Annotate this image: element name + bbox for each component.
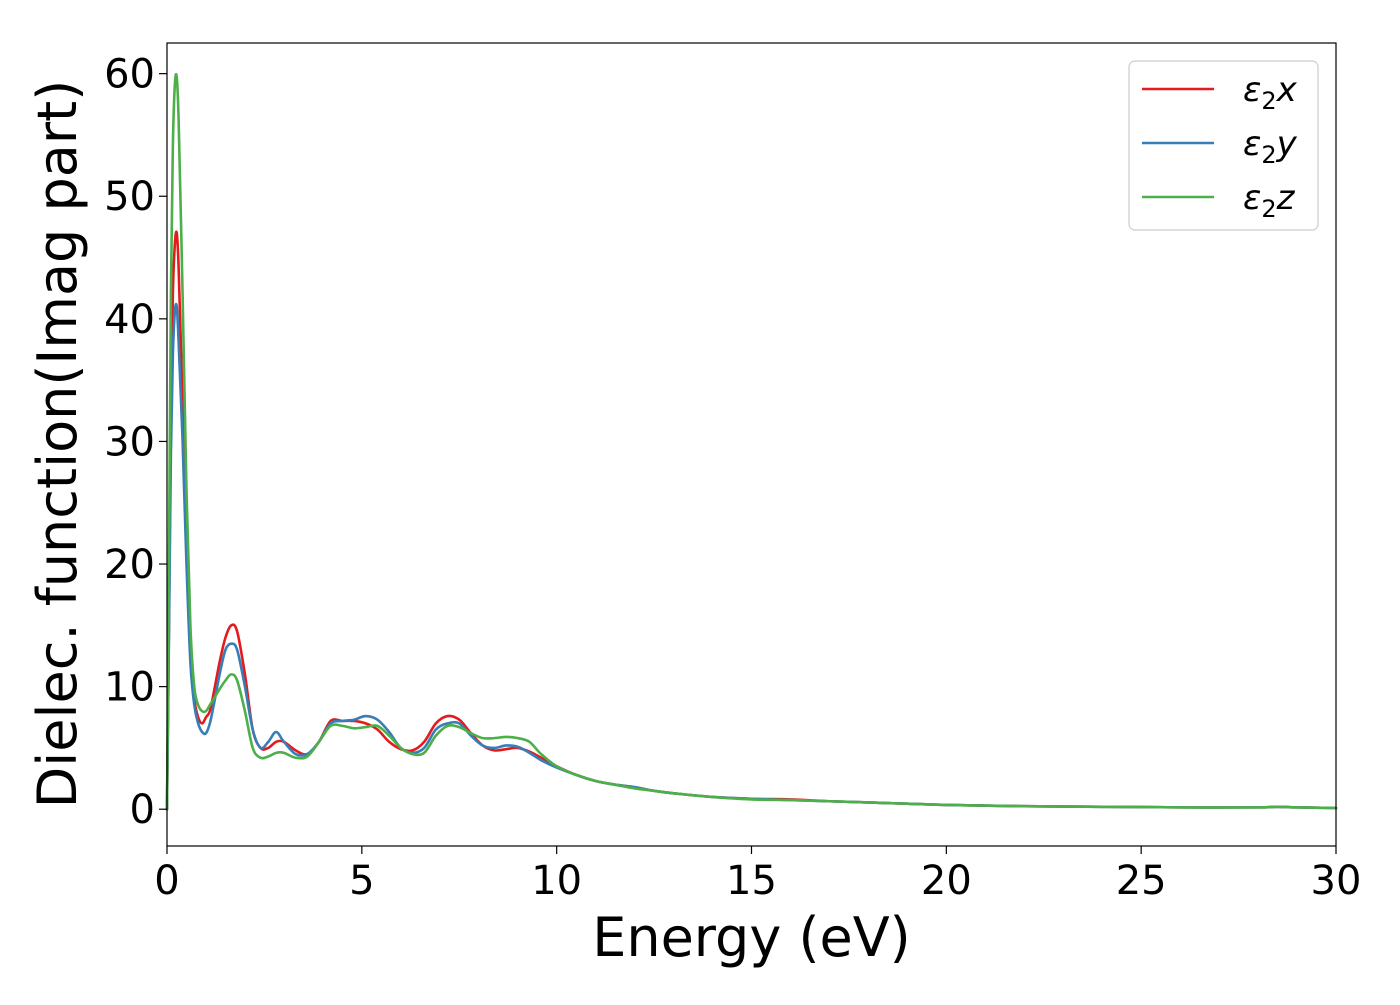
legend-label-z: ε2z [1243,178,1296,223]
y-tick-label: 50 [104,174,155,220]
x-tick-label: 15 [726,858,777,904]
x-tick-label: 10 [531,858,582,904]
series-line-z [165,72,1338,811]
series-layer [165,72,1338,811]
y-tick-label: 20 [104,542,155,588]
x-tick-label: 20 [921,858,972,904]
x-tick-label: 25 [1116,858,1167,904]
legend-label-x: ε2x [1243,70,1298,115]
y-tick-label: 0 [130,787,155,833]
x-axis-ticks: 0 5 10 15 20 25 30 [154,846,1361,904]
y-axis-title: Dielec. function(Imag part) [26,80,89,809]
y-tick-label: 30 [104,419,155,465]
y-tick-label: 60 [104,52,155,98]
legend: ε2x ε2y ε2z [1128,60,1319,231]
x-tick-label: 0 [154,858,179,904]
legend-box [1128,60,1319,231]
x-tick-label: 30 [1311,858,1362,904]
x-axis-title: Energy (eV) [592,906,911,969]
x-tick-label: 5 [349,858,374,904]
y-tick-label: 40 [104,297,155,343]
y-axis-ticks: 0 10 20 30 40 50 60 [104,52,167,833]
legend-label-y: ε2y [1243,124,1298,169]
y-tick-label: 10 [104,665,155,711]
